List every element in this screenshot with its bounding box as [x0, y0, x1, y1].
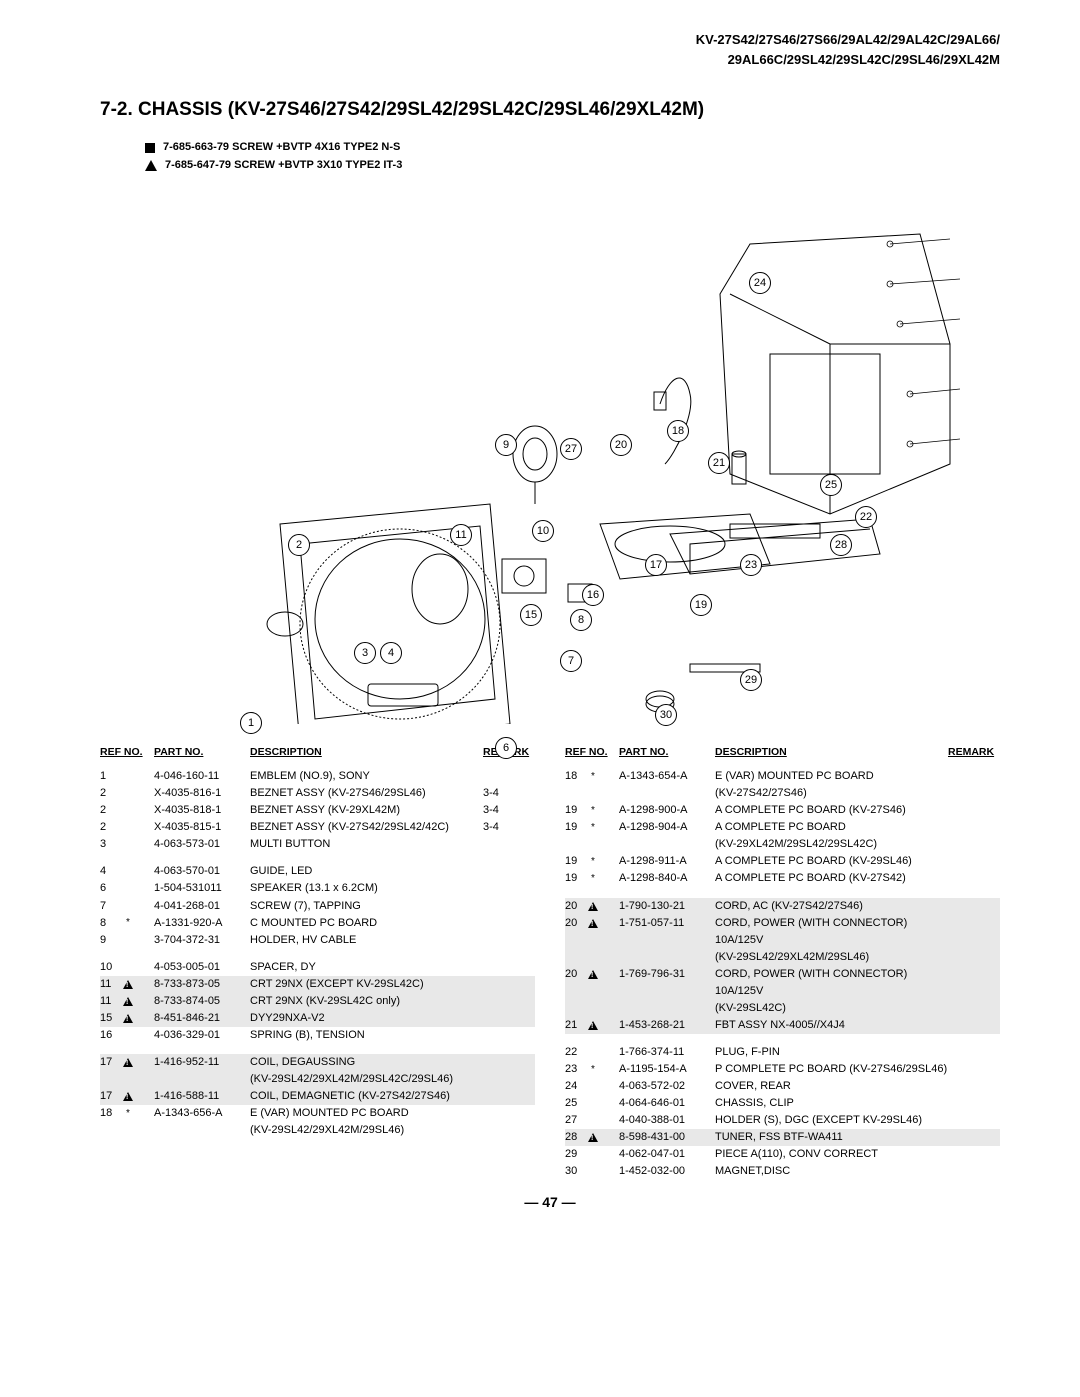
table-row: 171-416-952-11COIL, DEGAUSSING [100, 1054, 535, 1071]
table-row: 44-063-570-01GUIDE, LED [100, 863, 535, 880]
table-row: 19*A-1298-900-AA COMPLETE PC BOARD (KV-2… [565, 802, 1000, 819]
th-ref: REF NO. [100, 746, 154, 758]
section-title: 7-2. CHASSIS (KV-27S46/27S42/29SL42/29SL… [100, 99, 1000, 121]
table-row: 274-040-388-01HOLDER (S), DGC (EXCEPT KV… [565, 1112, 1000, 1129]
table-row: 294-062-047-01PIECE A(110), CONV CORRECT [565, 1146, 1000, 1163]
table-row: 2X-4035-815-1BEZNET ASSY (KV-27S42/29SL4… [100, 819, 535, 836]
warning-icon [123, 980, 133, 989]
table-row: 221-766-374-11PLUG, F-PIN [565, 1044, 1000, 1061]
table-row: 34-063-573-01MULTI BUTTON [100, 836, 535, 853]
table-row: 104-053-005-01SPACER, DY [100, 959, 535, 976]
th-desc: DESCRIPTION [250, 746, 483, 758]
table-row: 2X-4035-816-1BEZNET ASSY (KV-27S46/29SL4… [100, 785, 535, 802]
table-row: 8*A-1331-920-AC MOUNTED PC BOARD [100, 915, 535, 932]
table-row: 23*A-1195-154-AP COMPLETE PC BOARD (KV-2… [565, 1061, 1000, 1078]
warning-icon [588, 1133, 598, 1142]
table-row: 201-751-057-11CORD, POWER (WITH CONNECTO… [565, 915, 1000, 949]
table-row: (KV-29SL42/29XL42M/29SL42C/29SL46) [100, 1071, 535, 1088]
th-rem: REMARK [948, 746, 1000, 758]
th-desc: DESCRIPTION [715, 746, 948, 758]
parts-tables: REF NO. PART NO. DESCRIPTION REMARK 14-0… [100, 746, 1000, 1180]
table-row: 211-453-268-21FBT ASSY NX-4005//X4J4 [565, 1017, 1000, 1034]
callout-1: 1 [240, 712, 262, 734]
table-row: 288-598-431-00TUNER, FSS BTF-WA411 [565, 1129, 1000, 1146]
table-row: 93-704-372-31HOLDER, HV CABLE [100, 932, 535, 949]
table-row: (KV-27S42/27S46) [565, 785, 1000, 802]
table-row: 18*A-1343-654-AE (VAR) MOUNTED PC BOARD [565, 768, 1000, 785]
table-row: (KV-29SL42/29XL42M/29SL46) [100, 1122, 535, 1139]
table-row: 19*A-1298-904-AA COMPLETE PC BOARD [565, 819, 1000, 836]
table-row: 74-041-268-01SCREW (7), TAPPING [100, 898, 535, 915]
warning-icon [123, 1092, 133, 1101]
table-row: 158-451-846-21DYY29NXA-V2 [100, 1010, 535, 1027]
th-part: PART NO. [154, 746, 250, 758]
table-row: 301-452-032-00MAGNET,DISC [565, 1163, 1000, 1180]
table-row: 61-504-531011SPEAKER (13.1 x 6.2CM) [100, 880, 535, 897]
table-row: 201-790-130-21CORD, AC (KV-27S42/27S46) [565, 898, 1000, 915]
table-row: 171-416-588-11COIL, DEMAGNETIC (KV-27S42… [100, 1088, 535, 1105]
table-row: (KV-29XL42M/29SL42/29SL42C) [565, 836, 1000, 853]
th-ref: REF NO. [565, 746, 619, 758]
table-row: 18*A-1343-656-AE (VAR) MOUNTED PC BOARD [100, 1105, 535, 1122]
table-row: 244-063-572-02COVER, REAR [565, 1078, 1000, 1095]
table-row: 201-769-796-31CORD, POWER (WITH CONNECTO… [565, 966, 1000, 1000]
header-line1: KV-27S42/27S46/27S66/29AL42/29AL42C/29AL… [100, 30, 1000, 50]
table-row: 14-046-160-11EMBLEM (NO.9), SONY [100, 768, 535, 785]
th-part: PART NO. [619, 746, 715, 758]
table-row: 164-036-329-01SPRING (B), TENSION [100, 1027, 535, 1044]
page-number: — 47 — [100, 1194, 1000, 1210]
warning-icon [588, 1021, 598, 1030]
table-row: (KV-29SL42/29XL42M/29SL46) [565, 949, 1000, 966]
warning-icon [123, 1058, 133, 1067]
table-row: 2X-4035-818-1BEZNET ASSY (KV-29XL42M)3-4 [100, 802, 535, 819]
warning-icon [588, 902, 598, 911]
header-line2: 29AL66C/29SL42/29SL42C/29SL46/29XL42M [100, 50, 1000, 70]
exploded-diagram: 2492720182125222111028172316191583472913… [100, 144, 1000, 724]
table-row: (KV-29SL42C) [565, 1000, 1000, 1017]
left-table: REF NO. PART NO. DESCRIPTION REMARK 14-0… [100, 746, 535, 1180]
table-row: 19*A-1298-840-AA COMPLETE PC BOARD (KV-2… [565, 870, 1000, 887]
warning-icon [588, 919, 598, 928]
table-row: 118-733-873-05CRT 29NX (EXCEPT KV-29SL42… [100, 976, 535, 993]
warning-icon [123, 1014, 133, 1023]
table-row: 118-733-874-05CRT 29NX (KV-29SL42C only) [100, 993, 535, 1010]
table-row: 19*A-1298-911-AA COMPLETE PC BOARD (KV-2… [565, 853, 1000, 870]
warning-icon [588, 970, 598, 979]
table-row: 254-064-646-01CHASSIS, CLIP [565, 1095, 1000, 1112]
warning-icon [123, 997, 133, 1006]
right-table: REF NO. PART NO. DESCRIPTION REMARK 18*A… [565, 746, 1000, 1180]
